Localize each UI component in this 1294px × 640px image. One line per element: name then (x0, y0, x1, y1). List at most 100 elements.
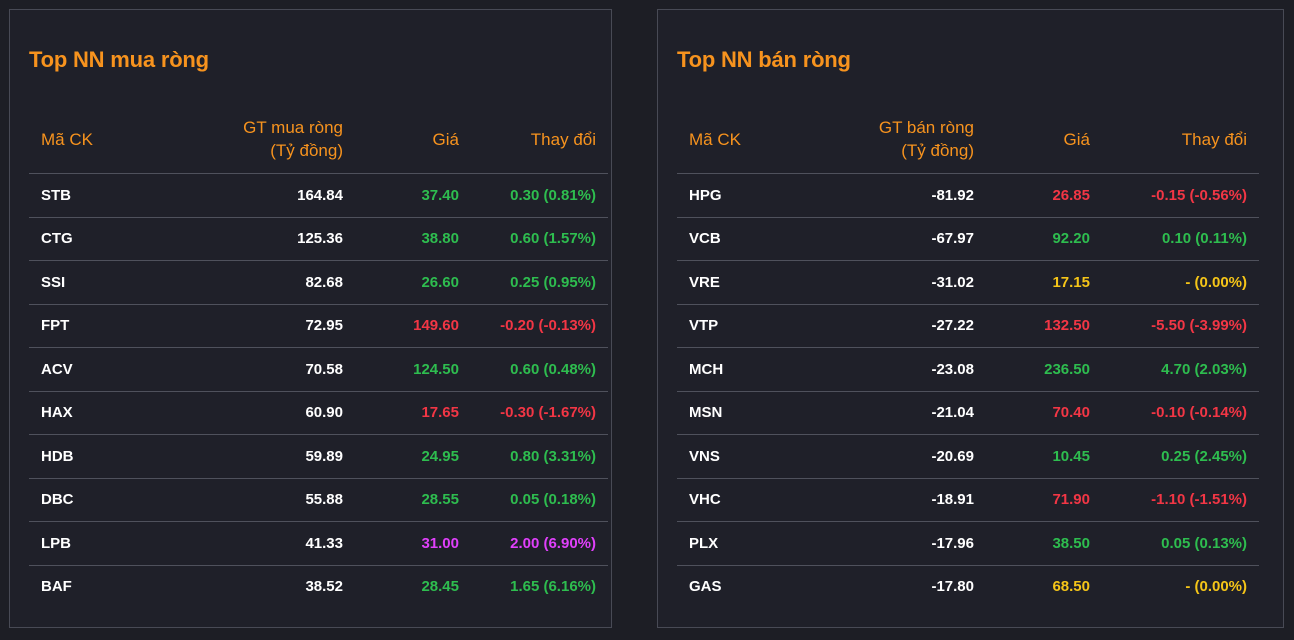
stock-code-cell[interactable]: HDB (29, 434, 149, 479)
stock-code-cell[interactable]: VNS (677, 434, 797, 479)
change-cell: 0.05 (0.18%) (471, 478, 608, 522)
table-row[interactable]: CTG 125.36 38.80 0.60 (1.57%) (29, 217, 608, 261)
table-row[interactable]: FPT 72.95 149.60 -0.20 (-0.13%) (29, 304, 608, 348)
price-cell: 132.50 (986, 304, 1102, 348)
header-code[interactable]: Mã CK (677, 105, 797, 174)
net-value-cell: 41.33 (149, 521, 355, 566)
change-cell: -0.20 (-0.13%) (471, 304, 608, 348)
table-row[interactable]: SSI 82.68 26.60 0.25 (0.95%) (29, 260, 608, 305)
change-cell: -5.50 (-3.99%) (1102, 304, 1259, 348)
change-cell: 0.25 (0.95%) (471, 260, 608, 305)
stock-code-cell[interactable]: MCH (677, 347, 797, 392)
table-row[interactable]: GAS -17.80 68.50 - (0.00%) (677, 565, 1259, 608)
stock-code-cell[interactable]: ACV (29, 347, 149, 392)
header-net-value-line2: (Tỷ đồng) (270, 141, 343, 160)
panel-title: Top NN bán ròng (677, 47, 851, 72)
table-row[interactable]: VRE -31.02 17.15- (0.00%) (677, 260, 1259, 305)
table-row[interactable]: VNS -20.69 10.45 0.25 (2.45%) (677, 434, 1259, 479)
net-value-cell: -18.91 (797, 478, 986, 522)
price-cell: 31.00 (355, 521, 471, 566)
table-row[interactable]: MSN -21.04 70.40 -0.10 (-0.14%) (677, 391, 1259, 435)
stock-code-cell[interactable]: GAS (689, 578, 722, 596)
stock-code-cell[interactable]: SSI (29, 260, 149, 305)
buy-rows: STB 164.84 37.40 0.30 (0.81%) CTG 125.36 38.80… (29, 173, 608, 609)
price-cell: 26.85 (986, 173, 1102, 218)
change-cell: 0.30 (0.81%) (471, 173, 608, 218)
stock-code-cell[interactable]: LPB (29, 521, 149, 566)
price-cell: 236.50 (986, 347, 1102, 392)
stock-code-cell[interactable]: BAF (41, 578, 72, 596)
sell-rows: HPG -81.92 26.85 -0.15 (-0.56%) VCB -67.97 92.… (677, 173, 1259, 609)
header-price[interactable]: Giá (355, 105, 471, 174)
change-cell: 0.60 (1.57%) (471, 217, 608, 261)
net-value-cell: 38.52 (305, 578, 343, 596)
stock-code-cell[interactable]: VCB (677, 217, 797, 261)
top-net-sell-panel: Top NN bán ròng Mã CK GT bán ròng (Tỷ đồ… (657, 9, 1284, 628)
table-row[interactable]: BAF 38.52 28.45 1.65 (6.16%) (29, 565, 608, 608)
price-cell: 38.50 (986, 521, 1102, 566)
net-value-cell: 70.58 (149, 347, 355, 392)
table-row[interactable]: LPB 41.33 31.00 2.00 (6.90%) (29, 521, 608, 566)
stock-code-cell[interactable]: VHC (677, 478, 797, 522)
stock-code-cell[interactable]: VTP (677, 304, 797, 348)
table-row[interactable]: VCB -67.97 92.20 0.10 (0.11%) (677, 217, 1259, 261)
stock-code-cell[interactable]: PLX (677, 521, 797, 566)
change-cell: -0.10 (-0.14%) (1102, 391, 1259, 435)
price-cell: 149.60 (355, 304, 471, 348)
price-cell: 17.15 (986, 260, 1102, 305)
change-cell: -1.10 (-1.51%) (1102, 478, 1259, 522)
stock-code-cell[interactable]: HPG (677, 173, 797, 218)
net-value-cell: -31.02 (797, 260, 986, 305)
price-cell: 37.40 (355, 173, 471, 218)
stock-code-cell[interactable]: CTG (29, 217, 149, 261)
net-buy-table: Mã CK GT mua ròng (Tỷ đồng) Giá Thay đổi… (29, 105, 608, 608)
header-code[interactable]: Mã CK (29, 105, 149, 174)
net-value-cell: -23.08 (797, 347, 986, 392)
net-value-cell: -21.04 (797, 391, 986, 435)
table-row[interactable]: VTP -27.22 132.50 -5.50 (-3.99%) (677, 304, 1259, 348)
table-row[interactable]: VHC -18.91 71.90 -1.10 (-1.51%) (677, 478, 1259, 522)
table-header-row: Mã CK GT bán ròng (Tỷ đồng) Giá Thay đổi (677, 105, 1259, 174)
table-row[interactable]: HAX 60.90 17.65 -0.30 (-1.67%) (29, 391, 608, 435)
table-row[interactable]: MCH -23.08 236.50 4.70 (2.03%) (677, 347, 1259, 392)
net-value-cell: -67.97 (797, 217, 986, 261)
price-cell: 17.65 (355, 391, 471, 435)
change-cell: 0.10 (0.11%) (1102, 217, 1259, 261)
header-net-value[interactable]: GT bán ròng (Tỷ đồng) (797, 105, 986, 174)
price-cell: 38.80 (355, 217, 471, 261)
price-cell: 28.55 (355, 478, 471, 522)
header-net-value-line1: GT bán ròng (878, 118, 974, 137)
price-cell: 92.20 (986, 217, 1102, 261)
table-row[interactable]: ACV 70.58 124.50 0.60 (0.48%) (29, 347, 608, 392)
header-net-value-line2: (Tỷ đồng) (901, 141, 974, 160)
net-value-cell: 72.95 (149, 304, 355, 348)
change-cell: 0.80 (3.31%) (471, 434, 608, 479)
price-cell: 28.45 (421, 578, 459, 596)
stock-code-cell[interactable]: DBC (29, 478, 149, 522)
table-row[interactable]: PLX -17.96 38.50 0.05 (0.13%) (677, 521, 1259, 566)
net-sell-table: Mã CK GT bán ròng (Tỷ đồng) Giá Thay đổi… (677, 105, 1259, 608)
stock-code-cell[interactable]: MSN (677, 391, 797, 435)
net-value-cell: 125.36 (149, 217, 355, 261)
change-cell: - (0.00%) (1102, 260, 1259, 305)
table-row[interactable]: DBC 55.88 28.55 0.05 (0.18%) (29, 478, 608, 522)
table-row[interactable]: HPG -81.92 26.85 -0.15 (-0.56%) (677, 173, 1259, 218)
stock-code-cell[interactable]: STB (29, 173, 149, 218)
stock-code-cell[interactable]: HAX (29, 391, 149, 435)
stock-code-cell[interactable]: FPT (29, 304, 149, 348)
net-value-cell: 60.90 (149, 391, 355, 435)
change-cell: -0.15 (-0.56%) (1102, 173, 1259, 218)
panel-title: Top NN mua ròng (29, 47, 209, 72)
header-net-value[interactable]: GT mua ròng (Tỷ đồng) (149, 105, 355, 174)
table-row[interactable]: STB 164.84 37.40 0.30 (0.81%) (29, 173, 608, 218)
stock-code-cell[interactable]: VRE (677, 260, 797, 305)
header-change[interactable]: Thay đổi (1102, 105, 1259, 174)
header-price[interactable]: Giá (986, 105, 1102, 174)
price-cell: 24.95 (355, 434, 471, 479)
price-cell: 70.40 (986, 391, 1102, 435)
net-value-cell: 82.68 (149, 260, 355, 305)
table-row[interactable]: HDB 59.89 24.95 0.80 (3.31%) (29, 434, 608, 479)
header-change[interactable]: Thay đổi (471, 105, 608, 174)
change-cell: 4.70 (2.03%) (1102, 347, 1259, 392)
price-cell: 10.45 (986, 434, 1102, 479)
